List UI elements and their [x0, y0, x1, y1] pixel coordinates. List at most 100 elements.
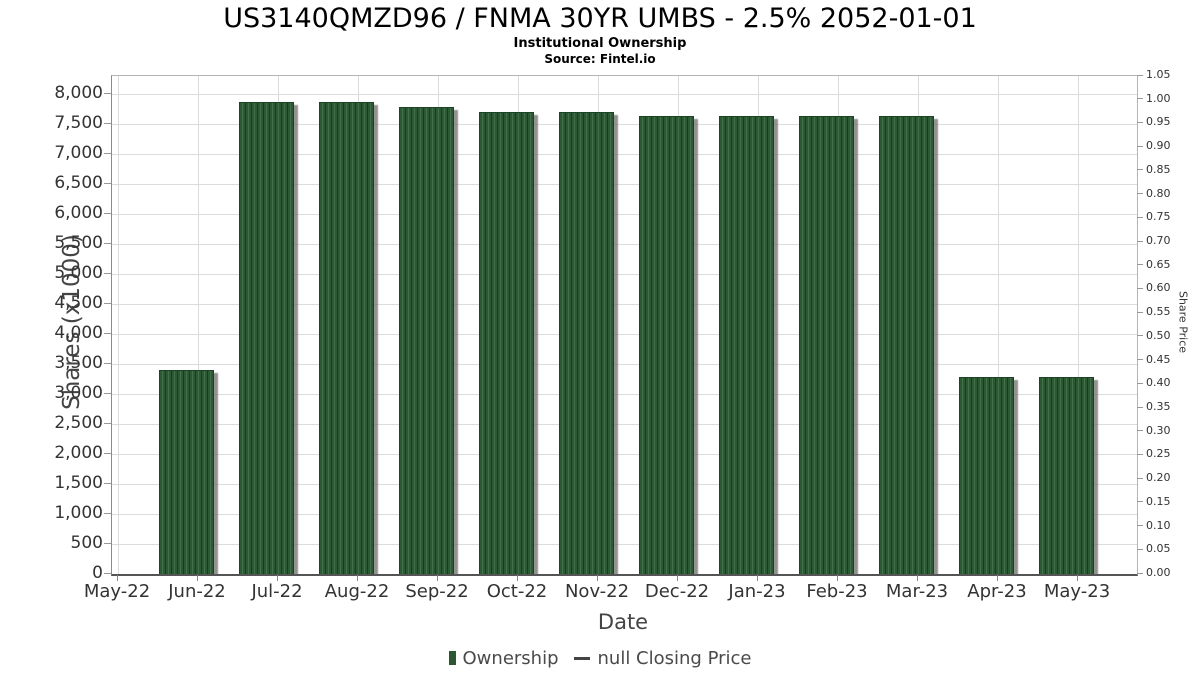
y-right-tick-label-0.20: 0.20	[1146, 471, 1171, 485]
bar-Mar-23[interactable]	[879, 116, 934, 574]
bar-Feb-23[interactable]	[799, 116, 854, 574]
bar-Oct-22[interactable]	[479, 112, 534, 574]
h-gridline-7500	[112, 123, 1137, 125]
h-gridline-7000	[112, 153, 1137, 155]
y-right-tick-label-0.30: 0.30	[1146, 423, 1171, 437]
x-tick-mark-Mar-23	[917, 575, 918, 581]
y-left-tick-mark	[104, 392, 111, 394]
y-left-tick-label-2,000: 2,000	[54, 443, 103, 463]
h-gridline-2000	[112, 453, 1137, 455]
x-tick-label-Jul-22: Jul-22	[251, 581, 303, 602]
y-left-tick-mark	[104, 152, 111, 154]
x-tick-mark-Nov-22	[597, 575, 598, 581]
y-left-tick-label-2,500: 2,500	[54, 413, 103, 433]
h-gridline-6500	[112, 183, 1137, 185]
y-right-tick-mark	[1137, 240, 1143, 242]
y-left-tick-label-5,000: 5,000	[54, 263, 103, 283]
y-left-tick-label-4,000: 4,000	[54, 323, 103, 343]
y-left-tick-mark	[104, 182, 111, 184]
bar-Apr-23[interactable]	[959, 377, 1014, 574]
v-gridline-May-22	[117, 76, 119, 574]
y-right-tick-label-0.25: 0.25	[1146, 447, 1171, 461]
y-right-tick-label-0.95: 0.95	[1146, 115, 1171, 129]
x-tick-mark-Apr-23	[997, 575, 998, 581]
x-tick-mark-May-22	[117, 575, 118, 581]
y-right-tick-mark	[1137, 287, 1143, 289]
h-gridline-5000	[112, 273, 1137, 275]
bar-Jul-22[interactable]	[239, 102, 294, 574]
y-left-tick-mark	[104, 542, 111, 544]
bar-May-23[interactable]	[1039, 377, 1094, 574]
y-left-tick-label-1,000: 1,000	[54, 503, 103, 523]
y-left-tick-label-3,000: 3,000	[54, 383, 103, 403]
y-left-tick-mark	[104, 512, 111, 514]
chart-title: US3140QMZD96 / FNMA 30YR UMBS - 2.5% 205…	[223, 3, 977, 34]
y-right-tick-label-0.70: 0.70	[1146, 234, 1171, 247]
y-left-tick-label-0: 0	[92, 563, 103, 583]
y-right-tick-mark	[1137, 169, 1143, 171]
legend-item-ownership[interactable]: Ownership	[448, 647, 559, 669]
y-right-tick-mark	[1137, 453, 1143, 455]
x-tick-label-Aug-22: Aug-22	[324, 581, 390, 602]
y-right-tick-mark	[1137, 406, 1143, 408]
y-right-tick-mark	[1137, 145, 1143, 147]
h-gridline-3500	[112, 363, 1137, 365]
y-left-tick-mark	[104, 92, 111, 94]
y-right-tick-label-0.15: 0.15	[1146, 494, 1171, 508]
y-left-tick-label-3,500: 3,500	[54, 353, 103, 373]
h-gridline-4500	[112, 303, 1137, 305]
legend-item-label: null Closing Price	[597, 647, 752, 669]
x-tick-label-May-22: May-22	[83, 581, 151, 602]
h-gridline-2500	[112, 423, 1137, 425]
v-gridline-May-23	[1077, 76, 1079, 574]
bar-Nov-22[interactable]	[559, 112, 614, 574]
x-tick-label-Mar-23: Mar-23	[885, 581, 949, 602]
y-axis-title-right: Share Price	[1176, 290, 1190, 354]
x-tick-label-May-23: May-23	[1043, 581, 1111, 602]
x-tick-label-Oct-22: Oct-22	[486, 581, 548, 602]
x-tick-label-Jun-22: Jun-22	[168, 581, 226, 602]
x-tick-mark-Jun-22	[197, 575, 198, 581]
bar-Jun-22[interactable]	[159, 370, 214, 574]
legend-item-null-closing-price[interactable]: null Closing Price	[573, 647, 752, 669]
y-right-tick-label-0.35: 0.35	[1146, 400, 1171, 413]
x-tick-label-Nov-22: Nov-22	[564, 581, 630, 602]
y-right-tick-label-0.85: 0.85	[1146, 162, 1171, 176]
h-gridline-1000	[112, 513, 1137, 515]
y-right-tick-mark	[1137, 74, 1143, 76]
y-right-tick-mark	[1137, 525, 1143, 527]
legend-item-label: Ownership	[462, 647, 559, 669]
h-gridline-3000	[112, 393, 1137, 395]
h-gridline-500	[112, 543, 1137, 545]
bar-Aug-22[interactable]	[319, 102, 374, 574]
x-tick-mark-Dec-22	[677, 575, 678, 581]
h-gridline-8000	[112, 93, 1137, 95]
bar-Dec-22[interactable]	[639, 116, 694, 574]
x-tick-label-Sep-22: Sep-22	[405, 581, 469, 602]
y-left-tick-mark	[104, 362, 111, 364]
y-right-tick-label-0.75: 0.75	[1146, 210, 1171, 224]
y-right-tick-mark	[1137, 335, 1143, 337]
plot-area	[111, 75, 1138, 576]
x-tick-label-Apr-23: Apr-23	[967, 581, 1027, 602]
y-left-tick-mark	[104, 482, 111, 484]
y-left-tick-label-4,500: 4,500	[54, 293, 103, 313]
h-gridline-1500	[112, 483, 1137, 485]
y-right-tick-mark	[1137, 501, 1143, 503]
y-right-tick-label-1.05: 1.05	[1146, 68, 1171, 81]
y-right-tick-mark	[1137, 359, 1143, 361]
y-right-tick-label-0.55: 0.55	[1146, 305, 1171, 319]
v-gridline-Apr-23	[997, 76, 999, 574]
y-left-tick-mark	[104, 332, 111, 334]
y-left-tick-label-6,500: 6,500	[54, 173, 103, 193]
chart-source-label: Source: Fintel.io	[544, 52, 656, 66]
y-left-tick-mark	[104, 122, 111, 124]
bar-Sep-22[interactable]	[399, 107, 454, 574]
y-right-tick-label-0.10: 0.10	[1146, 518, 1171, 532]
bar-Jan-23[interactable]	[719, 116, 774, 574]
y-left-tick-label-7,500: 7,500	[54, 113, 103, 133]
y-right-tick-label-1.00: 1.00	[1146, 91, 1171, 105]
x-tick-mark-Jan-23	[757, 575, 758, 581]
x-axis-title: Date	[597, 610, 649, 634]
